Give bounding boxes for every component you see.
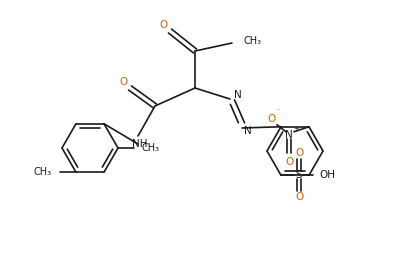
Text: CH₃: CH₃ <box>34 167 52 177</box>
Text: CH₃: CH₃ <box>142 143 160 153</box>
Text: O: O <box>295 148 303 158</box>
Text: O: O <box>295 192 303 202</box>
Text: NH: NH <box>132 139 148 149</box>
Text: O: O <box>119 77 127 87</box>
Text: ⁻: ⁻ <box>277 109 281 115</box>
Text: N: N <box>244 126 252 136</box>
Text: O: O <box>159 20 167 30</box>
Text: O: O <box>267 114 275 124</box>
Text: S: S <box>296 170 302 180</box>
Text: +: + <box>293 126 299 132</box>
Text: N: N <box>234 90 242 100</box>
Text: CH₃: CH₃ <box>243 36 261 46</box>
Text: OH: OH <box>319 170 335 180</box>
Text: O: O <box>285 157 293 167</box>
Text: N: N <box>285 130 293 140</box>
